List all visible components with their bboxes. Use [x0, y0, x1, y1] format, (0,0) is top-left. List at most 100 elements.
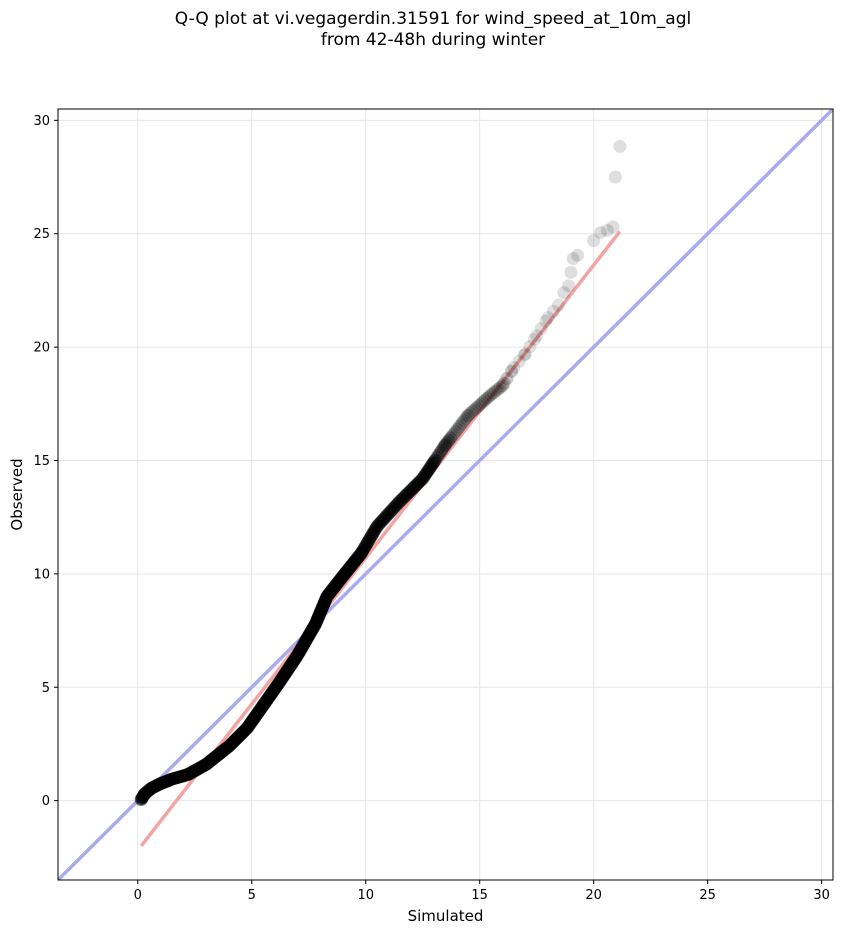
y-tick-label: 25 [33, 227, 50, 242]
qq-point [435, 443, 449, 457]
y-axis-label: Observed [8, 458, 26, 530]
qq-point [367, 525, 381, 539]
qq-point [512, 354, 526, 368]
y-tick-label: 0 [42, 794, 50, 809]
qq-point [436, 441, 450, 455]
qq-point [606, 220, 620, 234]
x-tick-label: 10 [357, 888, 374, 903]
qq-point [369, 522, 383, 536]
qq-point [422, 462, 436, 476]
qq-point [365, 528, 379, 542]
qq-point [369, 520, 383, 534]
qq-point [454, 418, 468, 432]
qq-point [390, 497, 404, 511]
qq-point [421, 463, 435, 477]
qq-point [426, 456, 440, 470]
qq-point [407, 481, 421, 494]
qq-point [433, 446, 447, 460]
qq-point [382, 506, 396, 520]
chart-title-line: Q-Q plot at vi.vegagerdin.31591 for wind… [175, 9, 691, 29]
qq-point [539, 314, 553, 328]
qq-point [491, 382, 505, 396]
qq-point [358, 539, 372, 553]
x-tick-label: 20 [585, 888, 602, 903]
qq-point [493, 380, 507, 394]
qq-point [507, 361, 521, 375]
qq-point [571, 248, 585, 262]
qq-point [371, 518, 385, 532]
qq-point [484, 388, 498, 402]
qq-point [404, 483, 418, 497]
qq-point [360, 536, 374, 550]
qq-point [463, 406, 477, 420]
qq-point [546, 304, 560, 318]
qq-point [412, 476, 426, 490]
qq-point [418, 468, 432, 482]
qq-point [375, 514, 389, 528]
qq-point [406, 481, 420, 495]
qq-point [505, 364, 519, 378]
qq-point [468, 403, 482, 417]
qq-point [368, 523, 382, 537]
qq-point [400, 487, 414, 501]
qq-point [362, 532, 376, 546]
qq-point [562, 279, 576, 293]
qq-point [425, 458, 439, 472]
qq-point [423, 461, 437, 475]
fit-line [139, 230, 622, 848]
qq-point [459, 411, 473, 425]
qq-point [541, 311, 555, 325]
qq-point [395, 492, 409, 506]
qq-point [384, 504, 398, 518]
qq-point [534, 322, 548, 336]
qq-point [424, 459, 438, 473]
qq-point [411, 477, 425, 491]
qq-point [495, 379, 509, 393]
qq-point [430, 451, 444, 465]
qq-point [460, 409, 474, 423]
qq-point [413, 475, 427, 489]
y-tick-label: 30 [33, 114, 50, 129]
qq-point [377, 512, 391, 526]
qq-point [445, 429, 459, 443]
qq-point [489, 384, 503, 398]
qq-point [461, 408, 475, 422]
qq-point [566, 252, 580, 266]
qq-point [447, 427, 461, 441]
qq-point [361, 535, 375, 549]
qq-point [385, 503, 399, 517]
qq-point [357, 542, 371, 556]
qq-point [378, 511, 392, 525]
qq-point [427, 455, 441, 469]
qq-point [373, 516, 387, 530]
identity-line [58, 109, 833, 880]
qq-point [420, 465, 434, 479]
qq-point [397, 490, 411, 504]
qq-point [380, 509, 394, 523]
qq-point [527, 332, 541, 346]
qq-point [420, 466, 434, 480]
qq-point [365, 529, 379, 543]
grid [58, 109, 833, 880]
qq-point [470, 401, 484, 415]
qq-point [482, 390, 496, 404]
data-points [134, 139, 627, 806]
qq-point [383, 505, 397, 519]
qq-point [405, 482, 419, 496]
qq-point [358, 541, 372, 555]
chart-title: Q-Q plot at vi.vegagerdin.31591 for wind… [175, 9, 691, 50]
qq-point [465, 404, 479, 418]
qq-point [431, 448, 445, 462]
qq-point [386, 502, 400, 516]
qq-point [500, 371, 514, 385]
qq-point [444, 431, 458, 445]
qq-point [587, 234, 601, 248]
qq-point [359, 538, 373, 552]
qq-point [486, 386, 500, 400]
qq-point [530, 329, 544, 343]
qq-point [414, 474, 428, 488]
qq-point [367, 524, 381, 538]
qq-point [393, 494, 407, 508]
qq-point [403, 484, 417, 498]
